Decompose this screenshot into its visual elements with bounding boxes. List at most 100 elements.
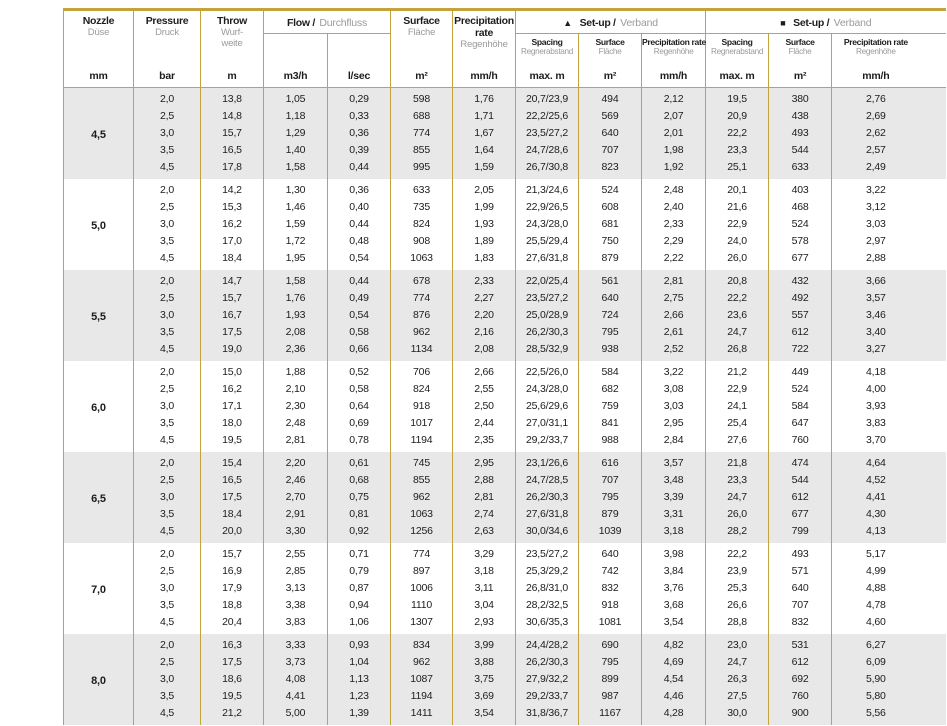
table-cell: 25,3 — [705, 580, 770, 597]
table-cell: 2,95 — [452, 452, 517, 472]
table-cell: 23,3 — [705, 472, 770, 489]
table-cell: 4,5 — [133, 523, 201, 543]
table-cell: 2,22 — [641, 250, 707, 270]
table-cell: 1,95 — [263, 250, 328, 270]
unit-label: max. m — [515, 66, 580, 88]
table-cell: 16,5 — [200, 472, 264, 489]
table-cell: 0,49 — [326, 290, 392, 307]
table-cell: 3,18 — [452, 563, 517, 580]
table-cell: 3,48 — [641, 472, 707, 489]
nozzle-group: 6,0 2,0 15,0 1,88 0,52 706 2,66 22,5/26,0 584 3,2… — [63, 361, 946, 452]
unit-label: m² — [578, 66, 643, 88]
table-cell: 824 — [390, 216, 454, 233]
table-cell: 25,3/29,2 — [515, 563, 580, 580]
table-cell: 4,82 — [641, 634, 707, 654]
table-cell: 2,44 — [452, 415, 517, 432]
table-cell: 1,05 — [263, 87, 328, 108]
table-cell: 3,27 — [831, 341, 946, 361]
table-cell: 4,52 — [831, 472, 946, 489]
table-cell: 2,10 — [263, 381, 328, 398]
table-cell: 2,84 — [641, 432, 707, 452]
table-cell: 524 — [768, 381, 833, 398]
table-cell: 692 — [768, 671, 833, 688]
table-cell: 24,7 — [705, 324, 770, 341]
table-cell: 774 — [390, 125, 454, 142]
table-cell: 13,8 — [200, 87, 264, 108]
table-cell: 707 — [768, 597, 833, 614]
table-cell: 2,5 — [133, 654, 201, 671]
table-row: 7,0 2,0 15,7 2,55 0,71 774 3,29 23,5/27,2 640 3,9… — [63, 543, 946, 634]
table-cell: 24,1 — [705, 398, 770, 415]
table-cell: 2,36 — [263, 341, 328, 361]
nozzle-group: 7,0 2,0 15,7 2,55 0,71 774 3,29 23,5/27,2 640 3,9… — [63, 543, 946, 634]
table-cell: 4,88 — [831, 580, 946, 597]
table-cell: 3,30 — [263, 523, 328, 543]
table-cell: 4,18 — [831, 361, 946, 381]
table-cell: 25,5/29,4 — [515, 233, 580, 250]
table-cell: 2,55 — [263, 543, 328, 563]
table-cell: 1,46 — [263, 199, 328, 216]
nozzle-size-label: 5,5 — [63, 270, 134, 361]
table-cell: 760 — [768, 432, 833, 452]
subheader-label: Precipitation rate — [843, 37, 908, 47]
table-cell: 21,6 — [705, 199, 770, 216]
col-header-label: Pressure — [145, 15, 189, 27]
col-header-label-de: Fläche — [407, 27, 436, 38]
nozzle-group: 8,0 2,0 16,3 3,33 0,93 834 3,99 24,4/28,2 690 4,8… — [63, 634, 946, 725]
table-cell: 0,44 — [326, 216, 392, 233]
header-row-units: mm bar m m3/h l/sec m² mm/h max. m m² mm… — [63, 66, 946, 88]
table-cell: 22,9/26,5 — [515, 199, 580, 216]
table-cell: 24,3/28,0 — [515, 381, 580, 398]
table-cell: 2,0 — [133, 87, 201, 108]
table-cell: 20,7/23,9 — [515, 87, 580, 108]
nozzle-size-label: 8,0 — [63, 634, 134, 725]
table-cell: 918 — [390, 398, 454, 415]
table-cell: 4,60 — [831, 614, 946, 634]
table-cell: 0,29 — [326, 87, 392, 108]
col-header-label: Flow / — [287, 17, 315, 29]
table-cell: 21,2 — [705, 361, 770, 381]
table-cell: 4,28 — [641, 705, 707, 725]
subheader-label: Spacing — [721, 37, 753, 47]
header-row-sub: Spacing Regnerabstand Surface Fläche Pre… — [64, 33, 946, 67]
table-row: 3,0 18,6 4,08 1,13 1087 3,75 27,9/32,2 899 4,54 2… — [64, 671, 946, 688]
nozzle-group: 4,5 2,0 13,8 1,05 0,29 598 1,76 20,7/23,9 494 2,1… — [63, 87, 946, 179]
table-cell: 2,08 — [263, 324, 328, 341]
col-header-setup-square: ■ Set-up / Verband — [705, 9, 946, 34]
unit-label: mm/h — [452, 66, 517, 88]
table-cell: 2,20 — [452, 307, 517, 324]
table-cell: 16,2 — [200, 381, 264, 398]
table-cell: 1307 — [390, 614, 454, 634]
subheader-label: Precipitation rate — [642, 37, 706, 47]
col-header-pressure: Pressure Druck — [133, 9, 201, 67]
table-cell: 16,3 — [200, 634, 264, 654]
table-cell: 23,3 — [705, 142, 770, 159]
table-cell: 799 — [768, 523, 833, 543]
table-cell: 841 — [578, 415, 643, 432]
table-cell: 612 — [768, 489, 833, 506]
table-cell: 2,01 — [641, 125, 707, 142]
table-cell: 4,46 — [641, 688, 707, 705]
nozzle-size-label: 4,5 — [63, 87, 134, 179]
col-header-label-de: Düse — [87, 27, 110, 38]
table-cell: 2,62 — [831, 125, 946, 142]
table-cell: 28,2 — [705, 523, 770, 543]
table-cell: 18,4 — [200, 506, 264, 523]
table-cell: 0,79 — [326, 563, 392, 580]
table-row: 4,5 20,0 3,30 0,92 1256 2,63 30,0/34,6 1039 3,18… — [64, 523, 946, 543]
table-cell: 1,39 — [326, 705, 392, 725]
table-cell: 3,12 — [831, 199, 946, 216]
table-cell: 4,69 — [641, 654, 707, 671]
table-cell: 4,41 — [831, 489, 946, 506]
table-cell: 27,0/31,1 — [515, 415, 580, 432]
table-row: 3,0 15,7 1,29 0,36 774 1,67 23,5/27,2 640 2,01 22… — [64, 125, 946, 142]
table-row: 2,5 16,2 2,10 0,58 824 2,55 24,3/28,0 682 3,08 22… — [64, 381, 946, 398]
unit-label: m — [200, 66, 264, 88]
unit-label: l/sec — [326, 66, 392, 88]
table-cell: 571 — [768, 563, 833, 580]
table-cell: 0,71 — [326, 543, 392, 563]
table-cell: 832 — [768, 614, 833, 634]
table-cell: 5,80 — [831, 688, 946, 705]
table-cell: 3,5 — [133, 324, 201, 341]
table-cell: 2,5 — [133, 108, 201, 125]
